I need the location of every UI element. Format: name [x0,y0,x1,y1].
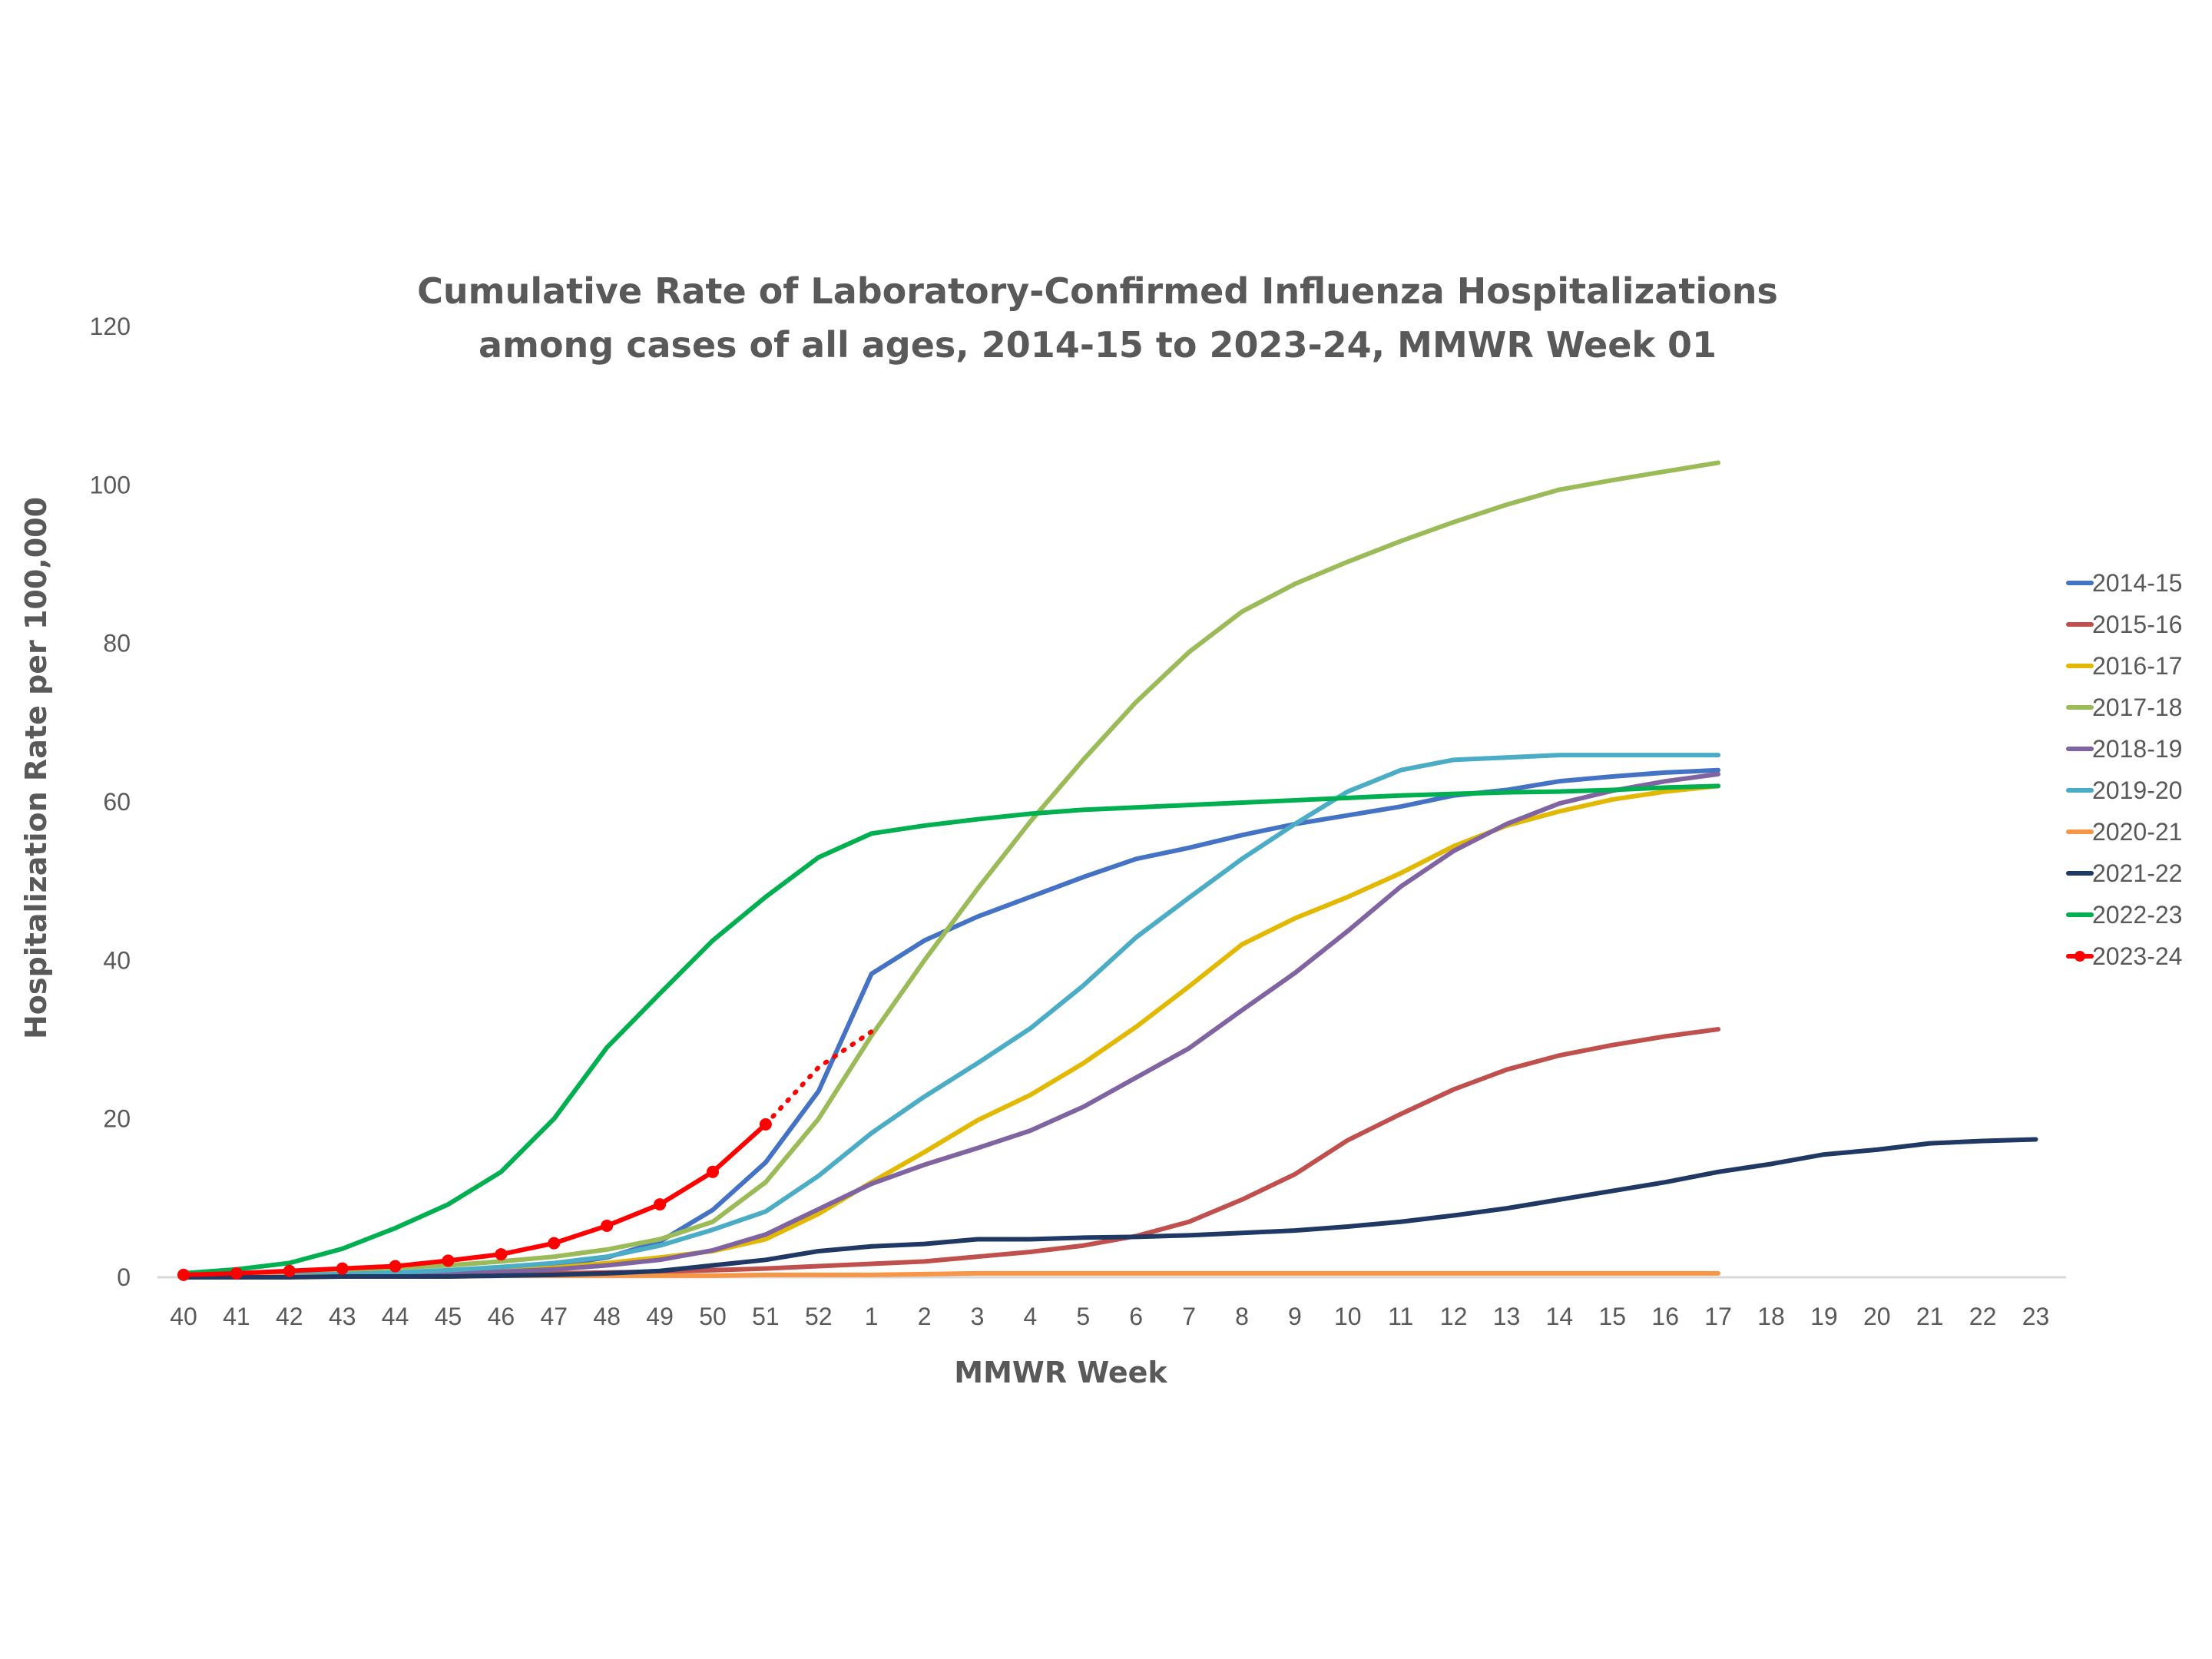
chart-title: Cumulative Rate of Laboratory-Confirmed … [417,270,1778,312]
x-tick-label: 13 [1493,1303,1521,1330]
x-tick-label: 23 [2022,1303,2050,1330]
data-point [389,1260,402,1273]
legend-item: 2021-22 [2066,859,2182,887]
x-tick-label: 3 [971,1303,985,1330]
x-tick-label: 52 [805,1303,833,1330]
series-2014-15 [181,767,1721,1280]
x-tick-label: 40 [170,1303,197,1330]
legend-label: 2014-15 [2092,569,2182,597]
legend-item: 2015-16 [2066,611,2182,638]
legend-label: 2015-16 [2092,611,2182,638]
x-tick-label: 6 [1129,1303,1143,1330]
x-tick-label: 17 [1704,1303,1732,1330]
y-tick-label: 40 [103,946,131,974]
y-tick-label: 120 [90,313,131,340]
legend-marker [2075,951,2085,962]
legend-item: 2017-18 [2066,694,2182,721]
legend-item: 2016-17 [2066,652,2182,680]
x-tick-label: 5 [1076,1303,1090,1330]
x-tick-label: 22 [1969,1303,1997,1330]
y-tick-label: 100 [90,471,131,498]
legend-item: 2020-21 [2066,818,2182,846]
x-tick-label: 46 [488,1303,515,1330]
x-tick-label: 18 [1757,1303,1785,1330]
series-line [181,460,1721,1278]
series-line [181,1121,768,1277]
data-point [230,1267,243,1280]
x-tick-label: 12 [1440,1303,1468,1330]
series-2018-19 [181,771,1721,1280]
series-line [181,767,1721,1280]
legend-item: 2019-20 [2066,777,2182,804]
x-tick-label: 7 [1182,1303,1196,1330]
x-tick-label: 4 [1024,1303,1038,1330]
legend-item: 2022-23 [2066,901,2182,929]
x-tick-label: 47 [541,1303,568,1330]
x-tick-label: 16 [1651,1303,1679,1330]
legend-label: 2019-20 [2092,777,2182,804]
series-2019-20 [181,753,1721,1279]
legend-item: 2023-24 [2066,942,2182,970]
x-tick-label: 9 [1288,1303,1302,1330]
x-tick-label: 19 [1810,1303,1838,1330]
data-point [495,1248,508,1261]
legend-label: 2020-21 [2092,818,2182,846]
x-tick-label: 11 [1388,1303,1413,1330]
data-point [177,1268,190,1281]
x-tick-label: 44 [382,1303,409,1330]
series-projection-line [763,1029,874,1127]
x-tick-label: 10 [1334,1303,1362,1330]
legend-item: 2014-15 [2066,569,2182,597]
x-tick-label: 8 [1235,1303,1249,1330]
x-tick-label: 51 [752,1303,780,1330]
y-tick-label: 80 [103,630,131,657]
data-point [707,1165,719,1178]
y-axis-label: Hospitalization Rate per 100,000 [19,497,53,1039]
x-tick-label: 1 [865,1303,879,1330]
series-2022-23 [181,783,1721,1276]
x-tick-label: 2 [918,1303,932,1330]
data-point [336,1262,349,1275]
x-tick-label: 21 [1916,1303,1944,1330]
x-tick-label: 48 [593,1303,621,1330]
legend-label: 2021-22 [2092,859,2182,887]
legend-label: 2022-23 [2092,901,2182,929]
legend-item: 2018-19 [2066,735,2182,763]
x-tick-label: 20 [1863,1303,1891,1330]
x-tick-label: 50 [699,1303,727,1330]
legend-label: 2016-17 [2092,652,2182,680]
series-line [181,783,1721,1276]
y-tick-label: 20 [103,1105,131,1133]
legend-label: 2017-18 [2092,694,2182,721]
series-2023-24 [177,1029,874,1281]
x-axis-label: MMWR Week [954,1356,1167,1389]
series-line [181,1137,2038,1280]
x-tick-label: 14 [1546,1303,1574,1330]
series-2021-22 [181,1137,2038,1280]
series-2016-17 [181,783,1721,1280]
data-point [759,1118,772,1131]
x-tick-label: 42 [276,1303,303,1330]
series-line [181,753,1721,1279]
chart-subtitle: among cases of all ages, 2014-15 to 2023… [478,324,1717,366]
series-line [181,783,1721,1280]
data-point [442,1254,455,1267]
legend-label: 2018-19 [2092,735,2182,763]
data-point [601,1219,614,1232]
x-tick-label: 49 [646,1303,674,1330]
legend-label: 2023-24 [2092,942,2182,970]
data-point [654,1198,667,1211]
data-point [283,1264,296,1277]
y-tick-label: 60 [103,788,131,816]
x-tick-label: 41 [223,1303,250,1330]
y-tick-label: 0 [117,1263,131,1291]
x-tick-label: 15 [1599,1303,1627,1330]
series-line [181,771,1721,1280]
x-tick-label: 45 [435,1303,462,1330]
data-point [548,1237,561,1250]
series-2017-18 [181,460,1721,1278]
x-tick-label: 43 [329,1303,356,1330]
